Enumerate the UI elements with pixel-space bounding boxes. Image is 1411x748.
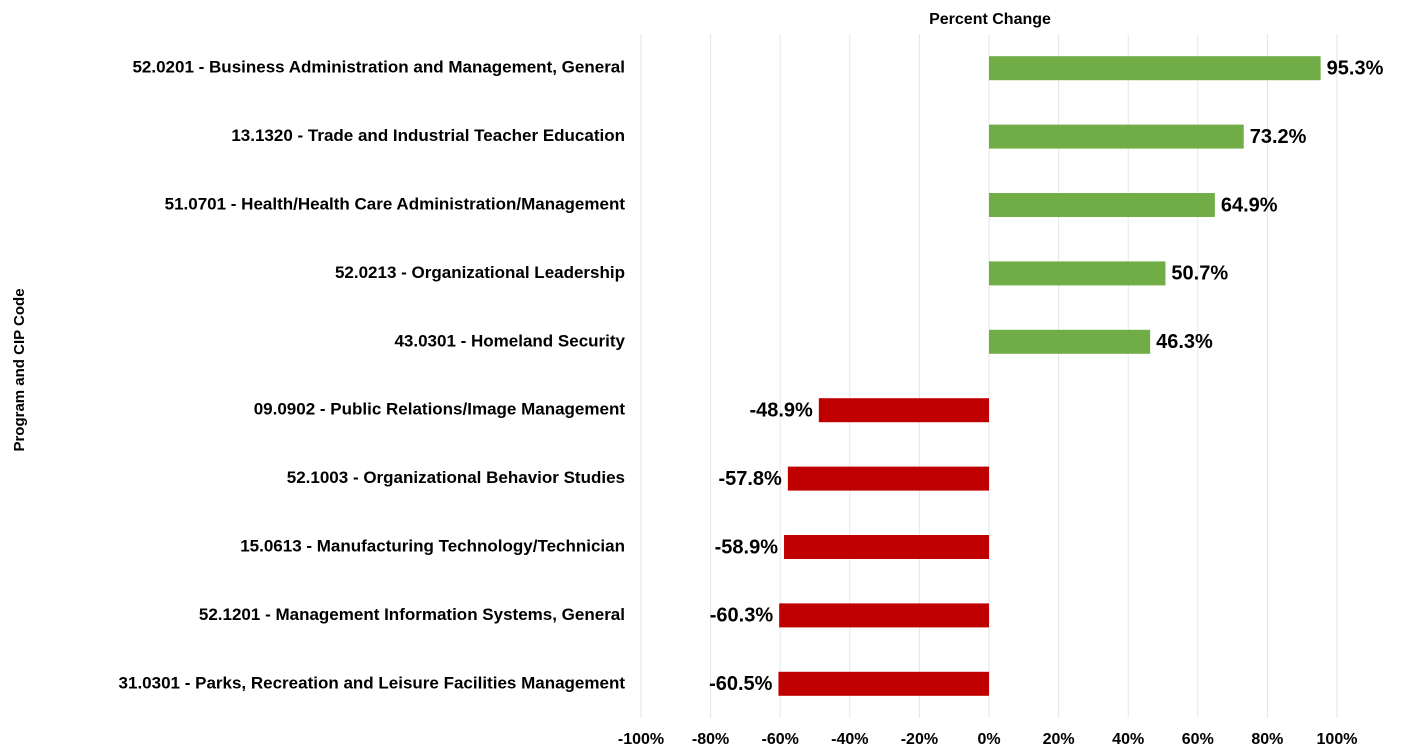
value-label: 73.2%: [1250, 126, 1307, 148]
y-axis-label: Program and CIP Code: [11, 288, 28, 451]
value-label: -48.9%: [749, 399, 813, 421]
y-tick-label: 52.0213 - Organizational Leadership: [335, 263, 625, 282]
y-tick-label: 13.1320 - Trade and Industrial Teacher E…: [231, 126, 625, 145]
y-tick-label: 43.0301 - Homeland Security: [394, 331, 625, 350]
x-tick-label: -40%: [831, 731, 868, 748]
y-tick-label: 52.0201 - Business Administration and Ma…: [132, 58, 625, 77]
bar: [779, 603, 989, 628]
x-tick-label: 60%: [1182, 731, 1214, 748]
value-label: -57.8%: [718, 468, 782, 490]
y-tick-label: 51.0701 - Health/Health Care Administrat…: [165, 194, 626, 213]
bar: [778, 671, 989, 696]
value-label: -58.9%: [715, 536, 779, 558]
value-label: -60.3%: [710, 605, 774, 627]
x-tick-label: -60%: [762, 731, 799, 748]
chart-title: Percent Change: [929, 11, 1051, 28]
y-tick-label: 31.0301 - Parks, Recreation and Leisure …: [119, 673, 626, 692]
bar: [784, 535, 989, 559]
x-tick-label: 100%: [1317, 731, 1358, 748]
y-tick-label: 52.1003 - Organizational Behavior Studie…: [287, 468, 625, 487]
x-tick-label: -100%: [618, 731, 664, 748]
bar: [989, 124, 1244, 149]
value-label: 50.7%: [1171, 263, 1228, 285]
value-label: 46.3%: [1156, 331, 1213, 353]
x-tick-label: 20%: [1043, 731, 1075, 748]
bar: [818, 398, 989, 423]
y-tick-label: 09.0902 - Public Relations/Image Managem…: [254, 400, 626, 419]
value-label: 64.9%: [1221, 194, 1278, 216]
bar: [989, 56, 1321, 81]
bar: [989, 261, 1166, 286]
x-tick-label: 0%: [977, 731, 1000, 748]
y-tick-label: 15.0613 - Manufacturing Technology/Techn…: [240, 536, 625, 555]
value-label: 95.3%: [1327, 57, 1384, 79]
value-label: -60.5%: [709, 673, 773, 695]
x-tick-label: -20%: [901, 731, 938, 748]
bar: [787, 466, 989, 491]
y-tick-label: 52.1201 - Management Information Systems…: [199, 605, 625, 624]
bar: [989, 329, 1151, 354]
x-tick-label: 80%: [1251, 731, 1283, 748]
x-tick-label: -80%: [692, 731, 729, 748]
x-tick-label: 40%: [1112, 731, 1144, 748]
bar: [989, 193, 1215, 217]
